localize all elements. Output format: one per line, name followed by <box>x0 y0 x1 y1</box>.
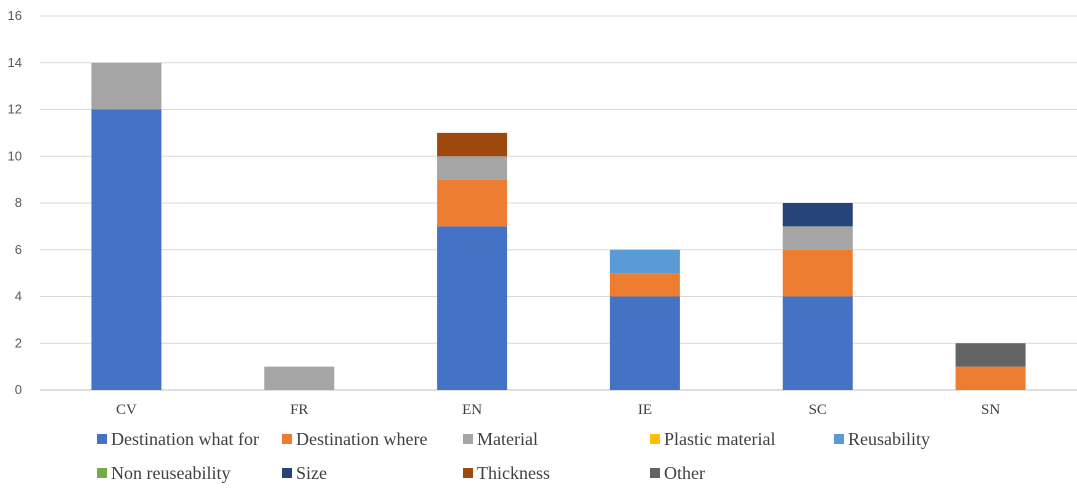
legend: Destination what for Destination where Mat… <box>97 429 930 483</box>
bar-segment <box>264 366 335 390</box>
x-axis: CV FR EN IE SC SN <box>116 402 1000 418</box>
y-tick-label: 12 <box>8 102 22 117</box>
bar-segment <box>437 156 508 180</box>
bar-segment <box>955 343 1026 367</box>
x-category-label: SN <box>981 402 1000 418</box>
y-tick-label: 6 <box>15 242 22 257</box>
legend-label: Other <box>664 463 705 483</box>
legend-label: Thickness <box>477 463 550 483</box>
bar-segment <box>782 203 853 227</box>
y-tick-label: 8 <box>15 195 22 210</box>
bar-segment <box>955 366 1026 390</box>
x-category-label: FR <box>290 402 308 418</box>
x-category-label: CV <box>116 402 137 418</box>
y-tick-label: 4 <box>15 289 22 304</box>
legend-label: Destination what for <box>111 429 259 449</box>
bar-segment <box>609 273 680 297</box>
bar-segment <box>437 226 508 390</box>
y-tick-label: 0 <box>15 382 22 397</box>
legend-label: Destination where <box>296 429 427 449</box>
legend-swatch <box>97 468 107 478</box>
legend-swatch <box>282 434 292 444</box>
y-tick-label: 10 <box>8 148 22 163</box>
bars <box>91 62 1026 390</box>
legend-label: Non reuseability <box>111 463 230 483</box>
bar-segment <box>91 109 162 390</box>
bar-segment <box>91 62 162 110</box>
legend-swatch <box>282 468 292 478</box>
legend-swatch <box>463 468 473 478</box>
legend-swatch <box>97 434 107 444</box>
gridlines <box>40 15 1077 391</box>
bar-segment <box>437 132 508 157</box>
y-tick-label: 14 <box>8 55 22 70</box>
legend-swatch <box>650 468 660 478</box>
bar-segment <box>782 296 853 390</box>
x-category-label: IE <box>638 402 652 418</box>
legend-label: Plastic material <box>664 429 775 449</box>
y-tick-label: 16 <box>8 8 22 23</box>
y-tick-label: 2 <box>15 335 22 350</box>
legend-swatch <box>463 434 473 444</box>
legend-label: Size <box>296 463 327 483</box>
legend-swatch <box>834 434 844 444</box>
y-axis: 0 2 4 6 8 10 12 14 16 <box>8 8 22 397</box>
x-category-label: EN <box>462 402 482 418</box>
bar-segment <box>782 249 853 297</box>
bar-segment <box>437 179 508 227</box>
x-category-label: SC <box>809 402 827 418</box>
bar-segment <box>782 226 853 250</box>
legend-swatch <box>650 434 660 444</box>
bar-segment <box>609 249 680 274</box>
legend-label: Reusability <box>848 429 930 449</box>
bar-segment <box>609 296 680 390</box>
legend-label: Material <box>477 429 538 449</box>
